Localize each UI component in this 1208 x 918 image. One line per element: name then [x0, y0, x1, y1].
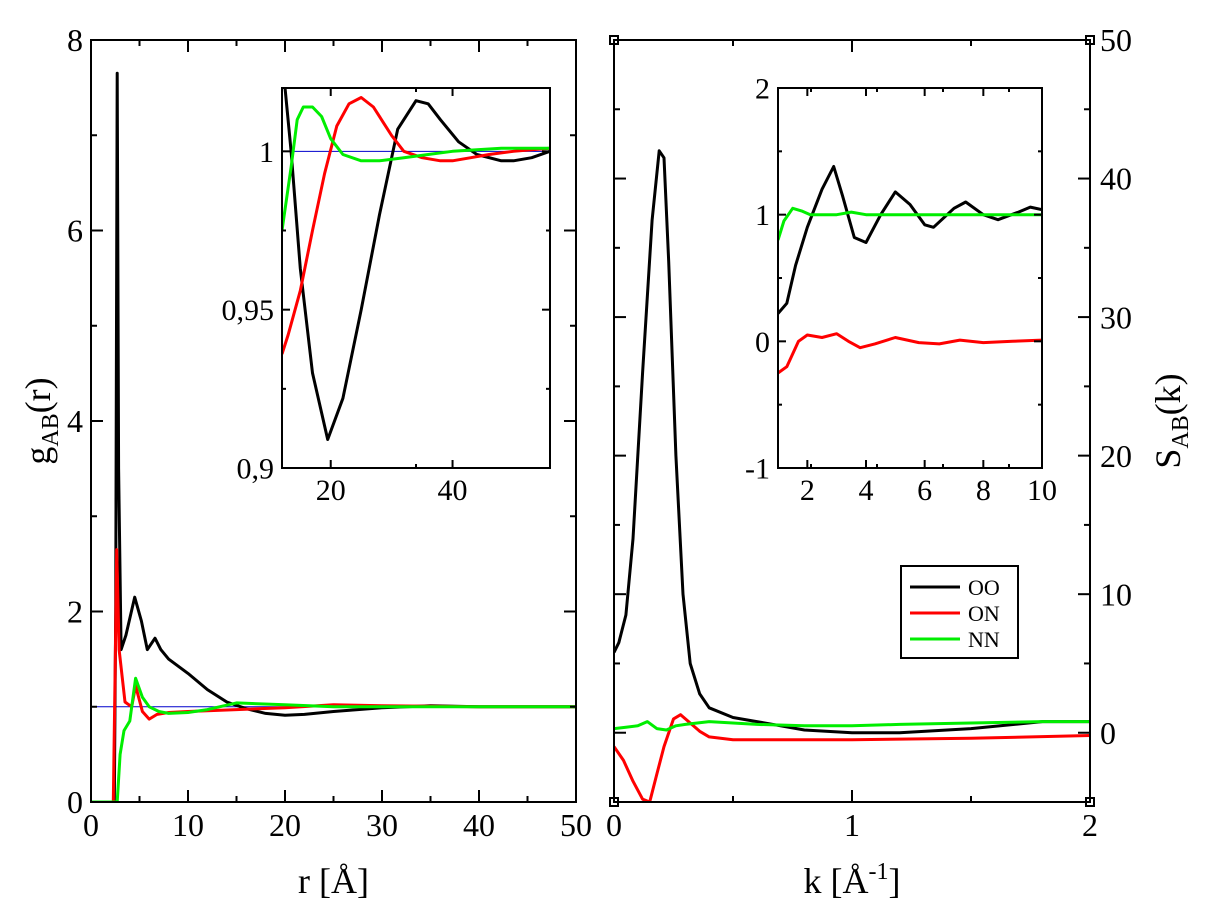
g_main-ytick-label: 0: [67, 784, 83, 820]
g_main-xtick-label: 0: [83, 807, 99, 843]
s_inset-series-group: [778, 165, 1042, 375]
s_main-series-group: [614, 149, 1090, 802]
g_inset-panel: 20 40 0,9 0,95 1: [222, 87, 551, 507]
s-corner-marker: [1085, 35, 1095, 45]
s_inset-xtick-label: 6: [917, 474, 932, 507]
g-ylabel-main: g: [18, 447, 58, 465]
s-ylabel-main: S: [1148, 449, 1188, 469]
s_main-xtick-label: 2: [1082, 807, 1098, 843]
s_main-ytick-label: 0: [1100, 715, 1116, 751]
s_main-series-oo: [614, 149, 1090, 735]
s_inset-xtick-label: 8: [976, 474, 991, 507]
g_inset-ytick-label: 1: [259, 136, 274, 169]
s_inset-background: [778, 88, 1042, 468]
g_main-series-oo: [91, 71, 576, 802]
g_inset-ytick-label: 0,9: [237, 453, 275, 486]
g_main-series-nn: [91, 676, 576, 802]
g_main-series-group: [91, 71, 576, 802]
g_main-xtick-label: 10: [172, 807, 204, 843]
g_main-xtick-label: 50: [560, 807, 592, 843]
s-xlabel-sup: -1: [869, 859, 889, 885]
legend-label-on: ON: [968, 601, 1000, 626]
s-xlabel-tail: ]: [889, 861, 901, 901]
s_main-ytick-label: 10: [1100, 576, 1132, 612]
g-xlabel: r [Å]: [298, 861, 369, 901]
g-ylabel-sub: AB: [38, 413, 64, 446]
g_main-ytick-label: 8: [67, 22, 83, 58]
s_main-ytick-label: 20: [1100, 438, 1132, 474]
legend-label-oo: OO: [968, 575, 1000, 600]
g_inset-series-nn: [282, 105, 550, 231]
s-corner-marker: [609, 35, 619, 45]
g_inset-xtick-label: 20: [316, 474, 346, 507]
s-corner-marker: [1085, 797, 1095, 807]
s_main-ytick-label: 50: [1100, 22, 1132, 58]
s_inset-xtick-label: 2: [800, 474, 815, 507]
s-ylabel-tail: (k): [1148, 373, 1188, 415]
s_main-series-nn: [614, 720, 1090, 732]
s_main-xtick-label: 0: [606, 807, 622, 843]
g_main-ytick-label: 2: [67, 594, 83, 630]
g_main-ytick-label: 6: [67, 213, 83, 249]
s_main-xtick-label: 1: [844, 807, 860, 843]
g_main-series-on: [91, 548, 576, 802]
s_inset-panel: 2 4 6 8 10 -1 0 1 2: [745, 73, 1057, 508]
s_inset-xtick-label: 4: [859, 474, 874, 507]
s_inset-series-nn: [778, 206, 1042, 241]
g_main-xtick-label: 30: [366, 807, 398, 843]
s-corner-marker: [609, 797, 619, 807]
s_main-ytick-label: 30: [1100, 299, 1132, 335]
s-xlabel: k [Å-1]: [804, 859, 901, 901]
s-ylabel: SAB(k): [1148, 373, 1194, 468]
s_main-series-on: [614, 713, 1090, 802]
g_main-xtick-label: 20: [269, 807, 301, 843]
g-ylabel-tail: (r): [18, 377, 58, 413]
s_inset-ytick-label: -1: [745, 453, 770, 486]
s_inset-xtick-label: 10: [1027, 474, 1057, 507]
g_main-xtick-label: 40: [463, 807, 495, 843]
g_inset-series-group: [282, 88, 550, 441]
g_inset-series-oo: [283, 88, 550, 441]
s_inset-ytick-label: 1: [755, 199, 770, 232]
s-xlabel-main: k [Å: [804, 861, 869, 901]
s_main-ytick-label: 40: [1100, 161, 1132, 197]
s_inset-series-on: [778, 332, 1042, 375]
legend-label-nn: NN: [968, 627, 1000, 652]
g_inset-series-on: [282, 96, 550, 355]
s-ylabel-sub: AB: [1168, 415, 1194, 448]
s_inset-ytick-label: 2: [755, 73, 770, 106]
s_inset-ytick-label: 0: [755, 326, 770, 359]
g_inset-ytick-label: 0,95: [222, 294, 275, 327]
g_inset-xtick-label: 40: [438, 474, 468, 507]
g-ylabel: gAB(r): [18, 377, 64, 464]
g_main-ytick-label: 4: [67, 403, 83, 439]
